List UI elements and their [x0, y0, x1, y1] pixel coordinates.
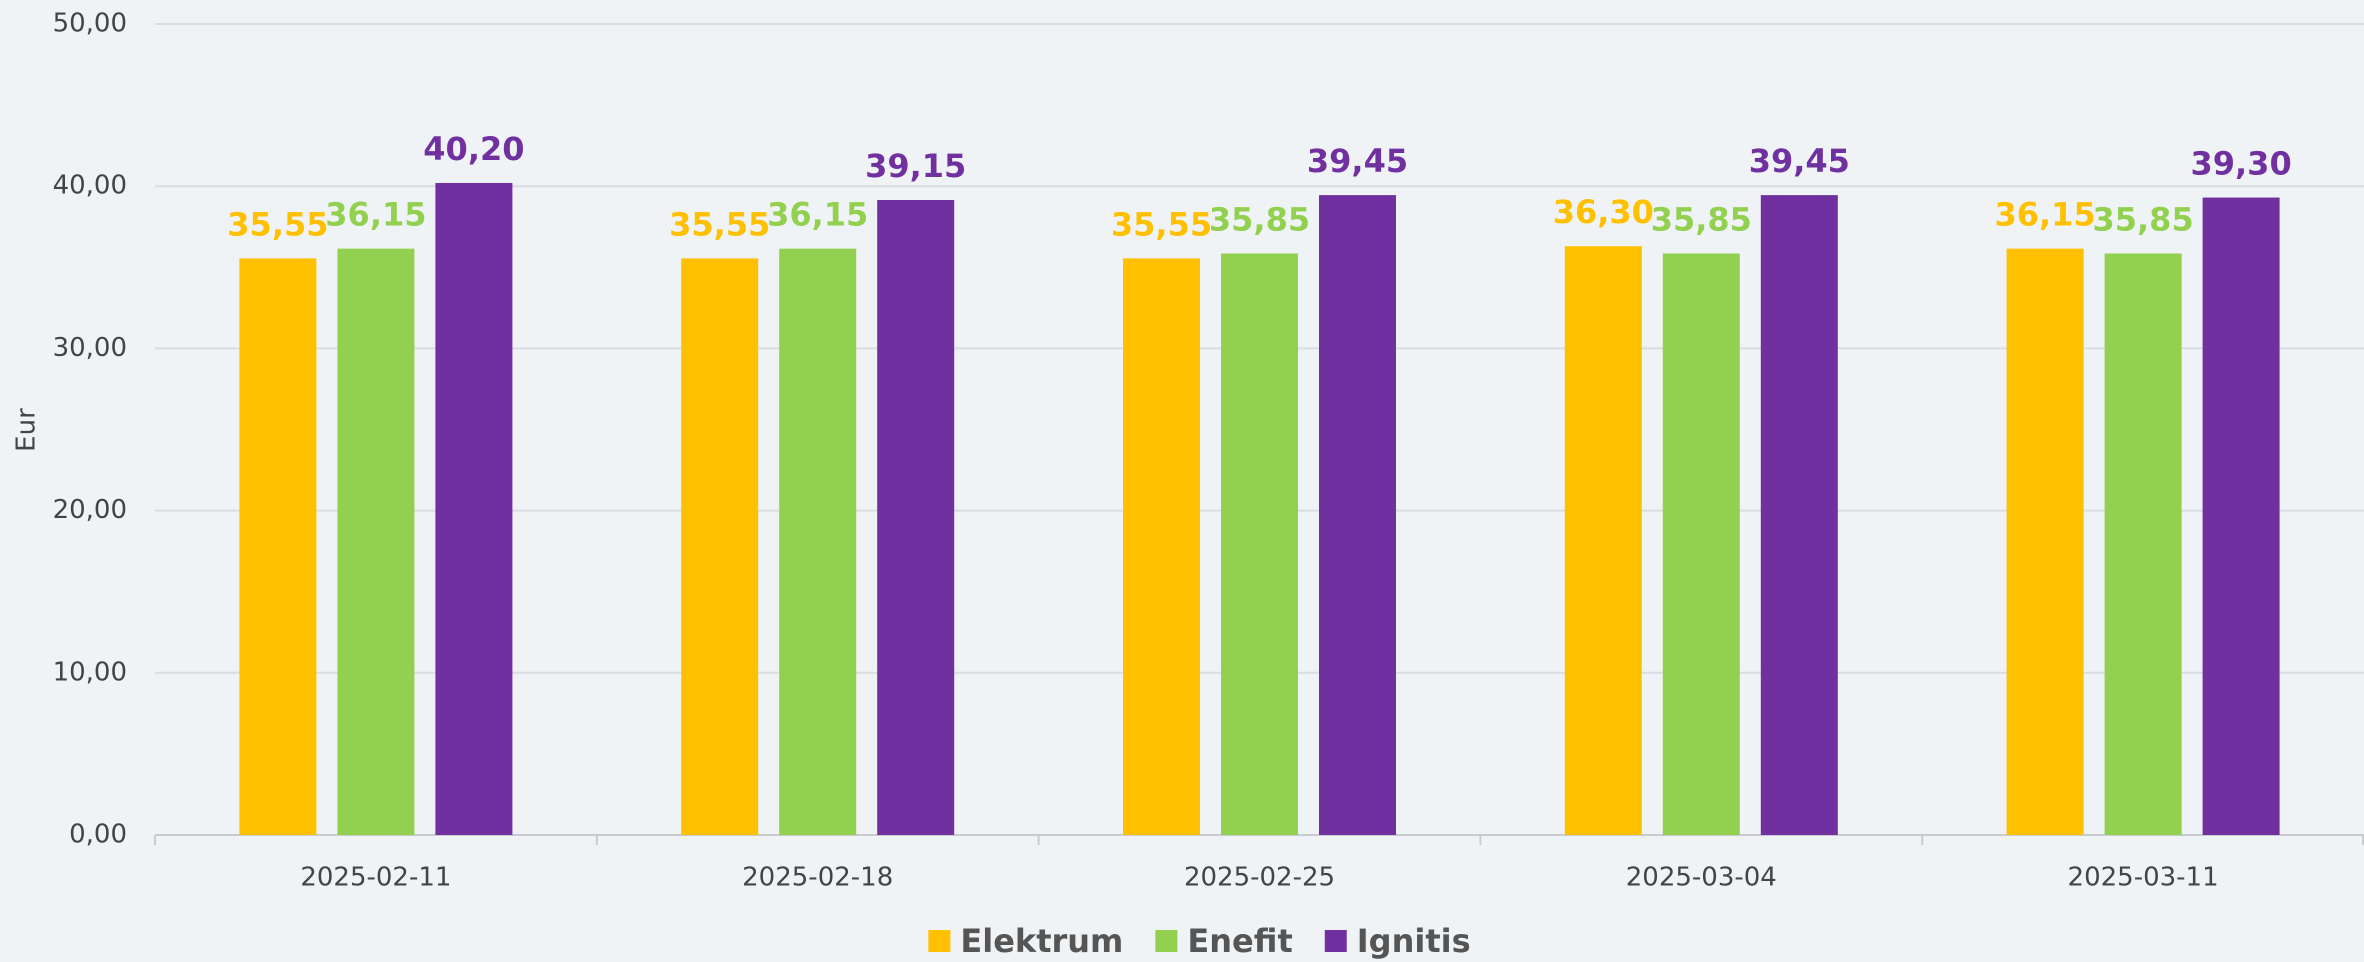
value-label: 36,15: [325, 196, 426, 234]
bar: [435, 182, 513, 835]
y-axis-label: Eur: [12, 408, 42, 452]
bar: [1662, 253, 1740, 835]
value-label: 39,15: [865, 147, 966, 185]
value-label: 35,55: [669, 205, 770, 243]
value-label: 39,45: [1307, 142, 1408, 180]
legend-label: Enefit: [1187, 922, 1292, 960]
y-tick-label: 0,00: [69, 820, 127, 850]
y-tick-label: 30,00: [53, 333, 127, 363]
value-label: 36,30: [1553, 193, 1654, 231]
bar: [681, 258, 759, 835]
bar: [239, 258, 317, 835]
legend-label: Elektrum: [960, 922, 1123, 960]
y-tick-label: 10,00: [53, 657, 127, 687]
bar: [1123, 258, 1200, 835]
y-tick-label: 20,00: [53, 495, 127, 525]
bar: [1221, 253, 1298, 835]
bar: [337, 248, 415, 836]
bar: [1319, 195, 1396, 836]
x-tick-label: 2025-03-04: [1626, 863, 1777, 893]
legend-label: Ignitis: [1357, 922, 1471, 960]
legend-swatch: [1324, 930, 1347, 952]
value-label: 36,15: [1994, 196, 2095, 234]
value-label: 35,85: [1651, 201, 1752, 239]
bar: [877, 199, 955, 835]
bar: [2202, 197, 2280, 835]
y-tick-label: 40,00: [53, 171, 127, 201]
legend-swatch: [1155, 930, 1178, 952]
x-tick-label: 2025-03-11: [2068, 863, 2219, 893]
value-label: 35,85: [1209, 201, 1310, 239]
bar: [1760, 195, 1838, 836]
value-label: 36,15: [767, 196, 868, 234]
value-label: 39,45: [1749, 142, 1850, 180]
value-label: 35,85: [2092, 201, 2193, 239]
y-tick-label: 50,00: [53, 9, 127, 39]
bar: [1564, 246, 1642, 836]
x-tick-label: 2025-02-11: [300, 863, 451, 893]
legend-swatch: [928, 930, 951, 952]
value-label: 40,20: [423, 130, 524, 168]
x-tick-label: 2025-02-18: [742, 863, 893, 893]
value-label: 39,30: [2190, 145, 2291, 183]
bar: [2104, 253, 2182, 835]
bar: [2006, 248, 2084, 836]
bar: [779, 248, 857, 836]
value-label: 35,55: [227, 205, 328, 243]
x-tick-label: 2025-02-25: [1184, 863, 1335, 893]
value-label: 35,55: [1111, 205, 1212, 243]
